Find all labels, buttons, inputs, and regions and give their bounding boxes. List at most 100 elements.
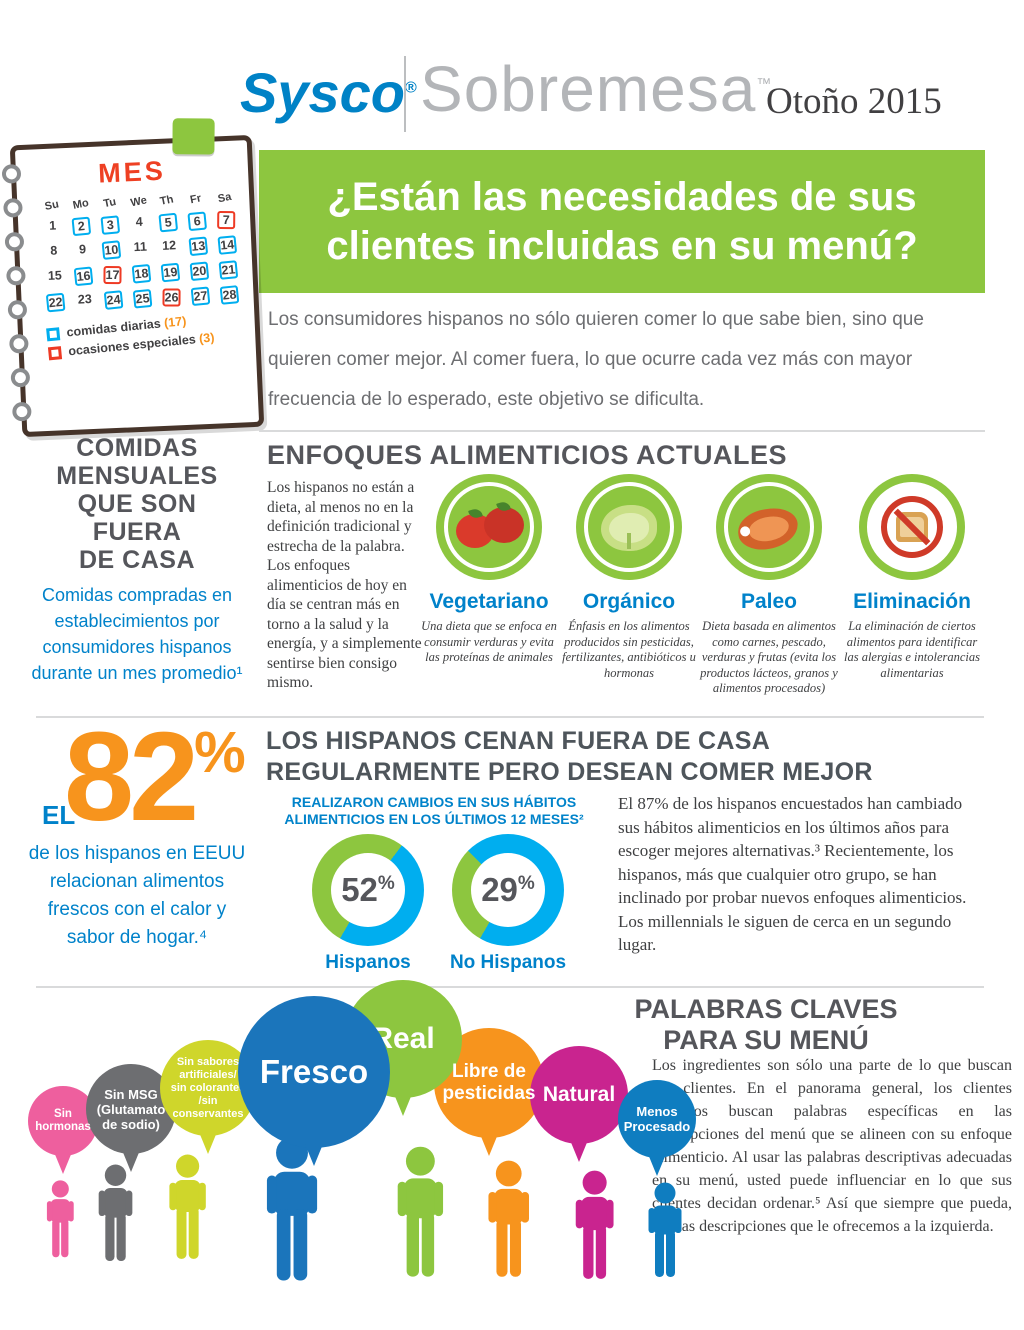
meat-icon bbox=[724, 482, 814, 572]
bubble-natural: Natural bbox=[530, 1046, 628, 1144]
blue-square-icon bbox=[46, 326, 61, 341]
focus-label: Eliminación bbox=[853, 590, 971, 613]
calendar-day-header: We bbox=[129, 194, 148, 210]
spiral-ring-icon bbox=[3, 197, 23, 218]
calendar-grid: Su Mo Tu We Th Fr Sa 1 2 3 4 5 6 7 8 9 10 11 12 13 14 15 16 17 1… bbox=[37, 190, 244, 313]
calendar-day: 27 bbox=[190, 286, 211, 307]
donut-label-no-hispanos: No Hispanos bbox=[449, 952, 567, 973]
prohibition-icon bbox=[881, 496, 943, 558]
donut-value: 29% bbox=[452, 834, 564, 946]
focus-paleo: Paleo Dieta basada en alimentos como car… bbox=[700, 474, 838, 697]
calendar-day: 8 bbox=[50, 243, 58, 258]
donut-number: 52 bbox=[341, 871, 378, 908]
bubble-label: Sin MSG (Glutamato de sodio) bbox=[96, 1086, 166, 1132]
calendar-day: 21 bbox=[218, 260, 238, 280]
sobremesa-wordmark: Sobremesa™ bbox=[420, 52, 772, 126]
calendar-day: 7 bbox=[216, 210, 235, 230]
focus-label: Paleo bbox=[740, 590, 798, 613]
calendar-legend: comidas diarias (17) ocasiones especiale… bbox=[46, 308, 256, 361]
registered-mark-icon: ® bbox=[405, 79, 417, 97]
spiral-ring-icon bbox=[8, 333, 29, 354]
calendar-title: MES bbox=[97, 155, 167, 189]
focus-label: Orgánico bbox=[582, 590, 676, 613]
trademark-icon: ™ bbox=[756, 75, 773, 93]
calendar-day: 17 bbox=[103, 265, 122, 285]
edition-label: Otoño 2015 bbox=[766, 81, 942, 122]
divider bbox=[36, 716, 984, 718]
bubble-label: Sin sabores artificiales/ sin colorantes… bbox=[170, 1055, 246, 1120]
focus-organico: Orgánico Énfasis en los alimentos produc… bbox=[560, 474, 698, 681]
calendar-day: 14 bbox=[217, 235, 237, 255]
percent-sign: % bbox=[194, 720, 246, 785]
percent-sign: % bbox=[517, 873, 535, 894]
calendar-day: 6 bbox=[187, 211, 207, 232]
calendar-day: 19 bbox=[160, 262, 181, 283]
stat-82-percent: 82% bbox=[64, 714, 246, 840]
keywords-paragraph: Los ingredientes son sólo una parte de l… bbox=[652, 1057, 1012, 1235]
calendar-day: 15 bbox=[47, 268, 63, 283]
spiral-ring-icon bbox=[4, 231, 25, 252]
person-silhouette-icon bbox=[90, 1164, 141, 1262]
calendar-day: 3 bbox=[100, 215, 121, 235]
calendar-notepad: MES Su Mo Tu We Th Fr Sa 1 2 3 4 5 6 7 8 9 10 11 12 13 14 15 1… bbox=[1, 118, 265, 438]
intro-paragraph: Los consumidores hispanos no sólo quiere… bbox=[268, 309, 924, 410]
food-focus-heading: ENFOQUES ALIMENTICIOS ACTUALES bbox=[267, 440, 788, 470]
focus-description: La eliminación de ciertos alimentos para… bbox=[844, 619, 980, 680]
calendar-day: 11 bbox=[133, 239, 148, 255]
calendar-day-header: Th bbox=[159, 193, 175, 208]
spiral-ring-icon bbox=[7, 299, 28, 320]
calendar-day-header: Mo bbox=[71, 196, 90, 212]
red-square-icon bbox=[47, 345, 63, 360]
spiral-ring-icon bbox=[10, 367, 31, 388]
keywords-heading: PALABRAS CLAVES PARA SU MENÚ bbox=[634, 994, 898, 1055]
banner-title: ¿Están las necesidades de sus clientes i… bbox=[259, 150, 985, 293]
calendar-day: 23 bbox=[77, 291, 93, 307]
calendar-day: 10 bbox=[101, 240, 122, 260]
donut-label-hispanos: Hispanos bbox=[325, 952, 411, 973]
bubble-label: Libre de pesticidas bbox=[442, 1061, 536, 1104]
monthly-meals-heading: COMIDAS MENSUALES QUE SON FUERA DE CASA bbox=[56, 434, 218, 574]
bubble-label: Fresco bbox=[259, 1053, 369, 1090]
eliminacion-circle bbox=[859, 474, 965, 580]
meat-shape bbox=[736, 505, 800, 553]
focus-description: Dieta basada en alimentos como carnes, p… bbox=[700, 619, 838, 695]
sobremesa-text: Sobremesa bbox=[420, 53, 757, 125]
tomato-shape bbox=[484, 507, 524, 543]
calendar-day: 2 bbox=[71, 216, 92, 237]
calendar-day-header: Su bbox=[43, 198, 60, 213]
donut-number: 29 bbox=[481, 871, 518, 908]
calendar-day: 4 bbox=[135, 214, 143, 229]
person-silhouette-icon bbox=[386, 1146, 455, 1278]
spiral-ring-icon bbox=[6, 265, 26, 286]
bubble-menos-procesado: Menos Procesado bbox=[618, 1080, 696, 1158]
food-focus-paragraph: Los hispanos no están a dieta, al menos … bbox=[267, 479, 422, 691]
paleo-circle bbox=[716, 474, 822, 580]
calendar-day: 9 bbox=[78, 242, 87, 257]
legend-count: (17) bbox=[163, 314, 187, 331]
spiral-ring-icon bbox=[11, 401, 32, 422]
focus-vegetariano: Vegetariano Una dieta que se enfoca en c… bbox=[420, 474, 558, 666]
monthly-meals-subtext: Comidas compradas en establecimientos po… bbox=[31, 585, 243, 683]
stat-82-text: de los hispanos en EEUU relacionan alime… bbox=[28, 843, 246, 948]
lettuce-shape bbox=[601, 505, 657, 551]
divider bbox=[36, 986, 984, 988]
calendar-day: 5 bbox=[158, 212, 178, 233]
dining-paragraph: El 87% de los hispanos encuestados han c… bbox=[618, 794, 967, 954]
calendar-day: 26 bbox=[162, 288, 181, 307]
sysco-logo-text: Sysco bbox=[240, 61, 405, 124]
calendar-day-header: Tu bbox=[102, 195, 117, 211]
focus-description: Énfasis en los alimentos producidos sin … bbox=[562, 619, 696, 680]
organico-circle bbox=[576, 474, 682, 580]
calendar-clip bbox=[172, 118, 215, 155]
person-silhouette-icon bbox=[640, 1182, 690, 1278]
calendar-day: 22 bbox=[46, 292, 66, 313]
bubble-label: Sin hormonas bbox=[35, 1108, 91, 1133]
person-silhouette-icon bbox=[160, 1154, 215, 1260]
calendar-day: 28 bbox=[219, 285, 239, 305]
sysco-logo: Sysco® bbox=[240, 60, 417, 125]
dining-heading: LOS HISPANOS CENAN FUERA DE CASA REGULAR… bbox=[266, 727, 873, 786]
vegetariano-circle bbox=[436, 474, 542, 580]
logo-divider bbox=[404, 56, 406, 132]
calendar-day-header: Sa bbox=[217, 190, 233, 206]
